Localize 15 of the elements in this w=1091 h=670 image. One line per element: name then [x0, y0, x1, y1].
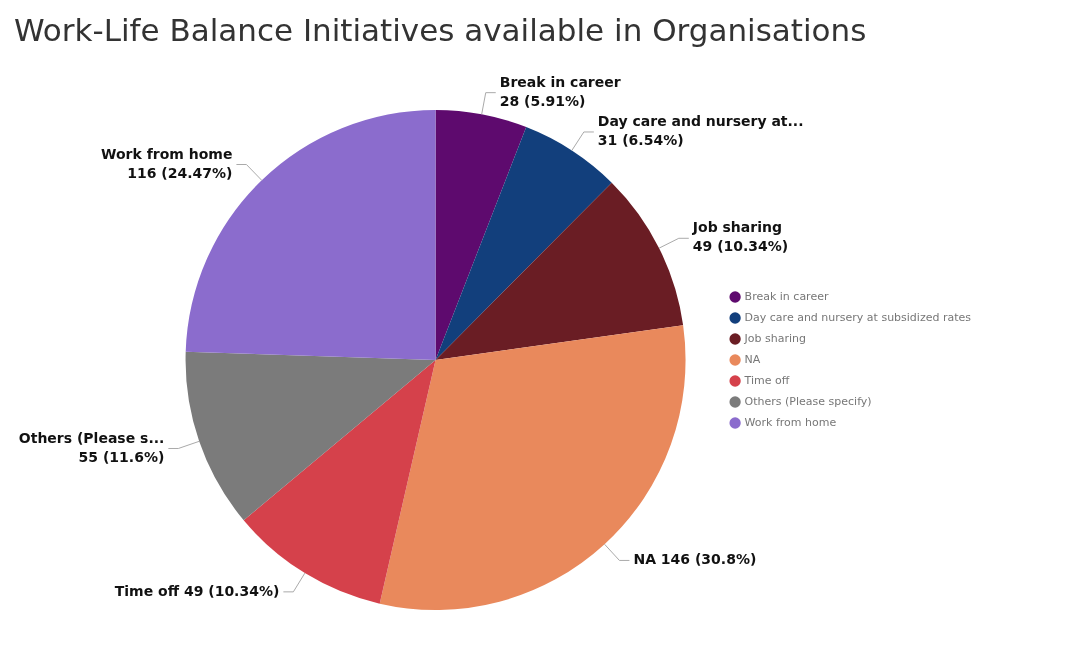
- legend-label: Break in career: [744, 289, 829, 303]
- data-label: Work from home 116 (24.47%): [101, 145, 233, 181]
- data-label: NA 146 (30.8%): [633, 551, 757, 568]
- legend-label: Day care and nursery at subsidized rates: [744, 310, 972, 324]
- legend-label: NA: [744, 352, 761, 366]
- legend-label: Job sharing: [743, 331, 807, 345]
- data-label: Day care and nursery at... 31 (6.54%): [597, 113, 804, 149]
- data-label: Job sharing 49 (10.34%): [691, 219, 789, 255]
- data-label: Break in career 28 (5.91%): [499, 73, 621, 109]
- legend-label: Time off: [743, 373, 790, 387]
- chart-title: Work-Life Balance Initiatives available in Organisations: [14, 12, 867, 48]
- data-label: Time off 49 (10.34%): [114, 582, 280, 599]
- data-label: Others (Please s... 55 (11.6%): [18, 429, 165, 465]
- legend-label: Others (Please specify): [744, 394, 872, 408]
- legend-label: Work from home: [744, 415, 837, 429]
